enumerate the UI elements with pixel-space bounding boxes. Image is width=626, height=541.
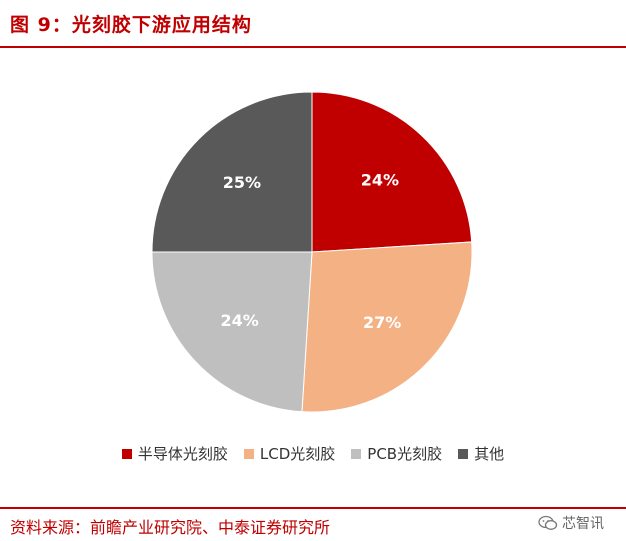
chart-legend: 半导体光刻胶 LCD光刻胶 PCB光刻胶 其他 <box>0 443 626 464</box>
data-label-semiconductor: 24% <box>361 171 399 190</box>
legend-swatch <box>122 449 132 459</box>
data-label-other: 25% <box>223 173 261 192</box>
pie-slice-pcb <box>152 252 312 412</box>
legend-label: 半导体光刻胶 <box>138 443 228 464</box>
legend-item-other: 其他 <box>458 443 504 464</box>
watermark: 芯智讯 <box>538 513 604 533</box>
chart-area: 24% 27% 24% 25% <box>0 52 626 502</box>
legend-item-pcb: PCB光刻胶 <box>351 443 442 464</box>
watermark-text: 芯智讯 <box>562 513 604 533</box>
legend-swatch <box>244 449 254 459</box>
figure-title: 图 9：光刻胶下游应用结构 <box>10 10 252 37</box>
title-divider <box>0 46 626 48</box>
wechat-icon <box>538 515 558 531</box>
pie-chart: 24% 27% 24% 25% <box>0 52 626 502</box>
legend-label: LCD光刻胶 <box>260 443 335 464</box>
legend-swatch <box>351 449 361 459</box>
source-divider <box>0 507 626 509</box>
legend-item-lcd: LCD光刻胶 <box>244 443 335 464</box>
legend-label: 其他 <box>474 443 504 464</box>
source-note: 资料来源：前瞻产业研究院、中泰证券研究所 <box>10 514 330 538</box>
legend-swatch <box>458 449 468 459</box>
legend-label: PCB光刻胶 <box>367 443 442 464</box>
data-label-lcd: 27% <box>363 313 401 332</box>
legend-item-semiconductor: 半导体光刻胶 <box>122 443 228 464</box>
data-label-pcb: 24% <box>221 311 259 330</box>
